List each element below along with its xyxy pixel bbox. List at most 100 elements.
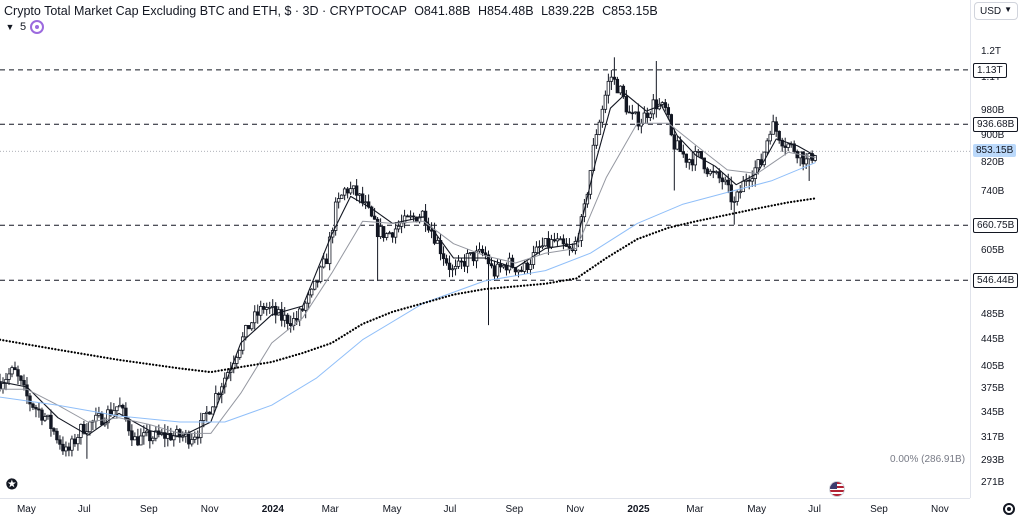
candle-body	[193, 436, 197, 440]
candle-body	[100, 412, 104, 426]
fast-ma-line	[0, 93, 816, 438]
candle-body	[94, 414, 98, 422]
candle-body	[205, 411, 209, 414]
candle-body	[495, 263, 500, 277]
candle-body	[735, 191, 739, 202]
candle-body	[456, 260, 461, 267]
candle-body	[402, 215, 407, 224]
candle-body	[262, 306, 266, 310]
candle-body	[618, 85, 623, 94]
candle-body	[37, 408, 41, 411]
candle-body	[705, 168, 709, 175]
candle-body	[151, 437, 155, 442]
candle-body	[738, 191, 742, 194]
price-tick-label: 317B	[981, 431, 1005, 443]
candle-body	[28, 395, 32, 405]
candle-body	[256, 311, 260, 316]
candle-body	[64, 446, 68, 452]
sync-icon[interactable]	[30, 20, 45, 34]
candle-body	[471, 252, 476, 262]
candle-body	[540, 245, 545, 248]
price-tick-label: 293B	[981, 454, 1005, 466]
candle-body	[145, 430, 149, 434]
candle-body	[73, 438, 77, 445]
time-tick-label: 2025	[627, 504, 650, 515]
candle-body	[7, 373, 11, 380]
time-tick-label: Jul	[77, 504, 91, 515]
level-price-tag: 936.68B	[973, 117, 1019, 133]
candle-body	[61, 443, 65, 452]
candle-body	[411, 215, 416, 218]
candle-body	[561, 238, 566, 245]
price-tick-label: 820B	[981, 156, 1005, 168]
candle-body	[196, 436, 200, 439]
candle-body	[651, 99, 656, 115]
level-price-tag: 546.44B	[973, 273, 1019, 289]
candle-body	[615, 78, 620, 94]
candle-body	[250, 322, 254, 330]
candle-body	[756, 159, 760, 169]
candle-body	[139, 435, 143, 446]
candle-body	[603, 94, 608, 110]
candle-body	[516, 269, 521, 273]
candle-body	[675, 140, 680, 150]
candle-body	[639, 122, 644, 127]
candle-body	[681, 151, 685, 155]
time-axis[interactable]: May Jul Sep Nov 2024 Mar May Jul Sep Nov 2025 Mar Ma…	[0, 498, 970, 518]
candle-body	[678, 140, 682, 153]
candle-body	[777, 130, 781, 141]
gear-icon[interactable]	[1003, 503, 1015, 515]
candle-body	[357, 193, 362, 196]
candle-body	[531, 252, 536, 265]
candle-body	[363, 201, 368, 204]
candle-body	[43, 416, 47, 421]
candle-body	[88, 421, 92, 433]
candle-body	[312, 280, 317, 290]
candle-body	[396, 225, 401, 230]
price-tick-label: 900B	[981, 129, 1005, 141]
candle-body	[97, 412, 101, 416]
price-chart[interactable]	[0, 0, 970, 498]
indicator-count: 5	[20, 21, 27, 33]
candle-body	[813, 155, 817, 161]
candle-body	[519, 269, 524, 272]
time-tick-label: Nov	[931, 504, 949, 515]
level-price-tag: 660.75B	[973, 218, 1019, 234]
candle-body	[597, 121, 602, 135]
candle-body	[271, 305, 275, 308]
candle-body	[333, 201, 338, 231]
candle-body	[702, 157, 706, 170]
candle-body	[4, 379, 8, 384]
low-label: L	[541, 4, 549, 18]
candle-body	[121, 404, 125, 409]
candle-body	[771, 121, 775, 135]
chevron-down-icon[interactable]: ▼	[5, 22, 15, 32]
indicators-toggle[interactable]: ▼ 5	[4, 20, 45, 34]
low-value: 839.22B	[548, 4, 595, 18]
candle-body	[19, 375, 23, 381]
candle-body	[663, 102, 668, 108]
candle-body	[717, 171, 721, 179]
candle-body	[546, 238, 551, 248]
candle-body	[387, 232, 392, 235]
candle-body	[381, 226, 386, 238]
candle-body	[465, 253, 470, 267]
candle-body	[22, 380, 26, 386]
candle-body	[40, 409, 44, 421]
candle-body	[480, 248, 485, 254]
candle-body	[265, 307, 269, 310]
candle-body	[369, 206, 374, 217]
tradingview-logo-icon[interactable]: ✪	[6, 476, 18, 492]
candle-body	[783, 145, 787, 148]
candle-body	[633, 111, 638, 114]
candle-body	[208, 411, 212, 415]
candle-body	[238, 349, 242, 358]
candle-body	[214, 393, 218, 408]
candle-body	[525, 262, 530, 270]
candle-body	[552, 239, 557, 242]
currency-select[interactable]: USD ▼	[974, 2, 1018, 20]
chart-legend: Crypto Total Market Cap Excluding BTC an…	[4, 4, 658, 18]
price-tick-label: 485B	[981, 308, 1005, 320]
us-flag-icon[interactable]	[829, 481, 845, 497]
candle-body	[690, 159, 694, 166]
